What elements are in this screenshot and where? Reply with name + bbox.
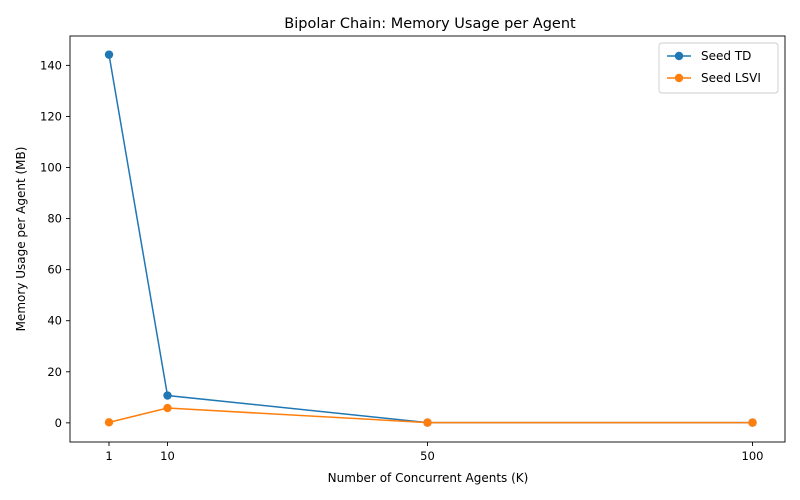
x-tick-label: 1 xyxy=(105,449,112,463)
plot-area xyxy=(104,50,757,427)
x-axis: 1 10 50 100 xyxy=(105,442,763,463)
x-tick-label: 100 xyxy=(742,449,764,463)
y-tick-label: 20 xyxy=(47,365,62,379)
y-tick-label: 60 xyxy=(47,263,62,277)
legend: Seed TD Seed LSVI xyxy=(658,42,779,94)
plot-frame xyxy=(69,35,786,443)
data-point xyxy=(163,391,172,400)
data-point xyxy=(163,403,172,413)
y-tick-label: 40 xyxy=(47,314,62,328)
x-tick-label: 50 xyxy=(420,449,435,463)
series-line-0 xyxy=(108,54,753,424)
legend-label: Seed TD xyxy=(701,49,751,63)
legend-label: Seed LSVI xyxy=(701,71,761,85)
legend-marker xyxy=(674,51,684,61)
chart-title: Bipolar Chain: Memory Usage per Agent xyxy=(284,16,576,32)
data-point xyxy=(423,418,432,427)
x-tick-label: 10 xyxy=(160,449,175,463)
series-line-1 xyxy=(108,407,753,424)
y-tick-label: 120 xyxy=(40,109,62,123)
data-point xyxy=(748,418,757,427)
legend-marker xyxy=(674,73,684,83)
data-point xyxy=(104,418,114,427)
y-tick-label: 140 xyxy=(40,58,62,72)
y-tick-label: 100 xyxy=(40,161,62,175)
y-axis: 0 20 40 60 80 100 120 140 xyxy=(40,58,70,430)
x-axis-label: Number of Concurrent Agents (K) xyxy=(328,471,529,485)
y-tick-label: 80 xyxy=(47,212,62,226)
y-tick-label: 0 xyxy=(55,416,62,430)
data-point xyxy=(104,50,114,59)
y-axis-label: Memory Usage per Agent (MB) xyxy=(14,147,28,332)
